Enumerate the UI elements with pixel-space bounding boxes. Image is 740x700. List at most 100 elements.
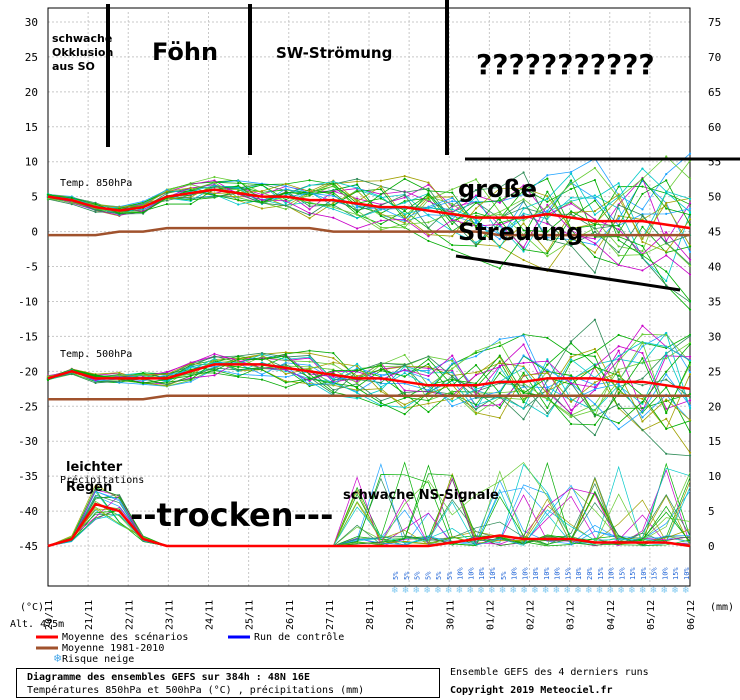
t500-member-point [641,345,644,348]
snowflake-icon: ❄ [660,586,668,596]
t850-member-point [617,182,620,185]
t850-member-point [546,190,549,193]
t500-member-point [427,378,430,381]
t850-member-point [593,178,596,182]
t500-member-point [546,360,549,363]
t850-member-point [332,194,335,198]
t500-member-point [641,384,644,387]
t850-member-point [308,201,311,204]
t850-member-point [522,193,525,196]
snowflake-icon: ❄ [563,586,571,596]
t850-member-point [617,217,620,220]
t850-member-point [94,202,97,206]
t500-member-point [546,363,549,366]
t850-member-point [546,177,549,180]
snowflake-icon: ❄ [510,586,518,596]
t850-member-point [522,184,525,187]
t500-member-point [332,378,335,381]
x-tick: 05/12 [646,600,657,630]
t500-panel-label: Temp. 500hPa [60,349,132,360]
t850-member-point [665,270,668,273]
t500-member-point [617,368,620,371]
snow-risk-percent: 10% [608,567,616,580]
t500-member-point [688,454,692,457]
y-left-tick: 5 [31,191,38,204]
t850-member-point [522,200,525,203]
annotation-streuung: Streuung [458,218,583,246]
t850-member-point [427,214,430,217]
t850-member-point [522,229,525,232]
t850-member-point [427,196,430,199]
t500-member-point [665,357,668,360]
snow-risk-percent: 5% [403,571,411,580]
t850-member-point [403,218,406,221]
t850-member-point [451,202,454,206]
t500-member-point [189,362,192,365]
snow-risk-percent: 15% [618,567,626,580]
t850-member-line [47,178,691,232]
t500-member-point [474,403,478,406]
t850-member-point [260,191,264,194]
mean-t500-line [47,363,691,391]
t500-member-point [688,406,692,409]
snow-risk-percent: 10% [554,567,562,580]
t850-member-point [332,193,335,196]
t850-member-point [308,205,311,208]
t500-member-point [451,367,454,370]
t850-member-point [403,213,406,216]
t500-member-point [617,403,620,406]
t850-member-point [498,267,501,270]
t850-member-point [641,225,644,228]
t500-member-point [474,373,478,377]
t500-member-point [474,382,478,385]
t500-member-point [593,386,596,389]
t850-member-point [308,211,311,215]
t850-member-point [70,201,73,204]
t850-member-point [403,220,406,223]
t500-member-point [546,392,549,395]
annotation-leichter: leichter [66,460,123,475]
t500-member-point [308,383,311,386]
t500-member-point [641,324,644,327]
t500-member-point [641,357,644,360]
t850-member-point [308,208,311,211]
t500-member-point [617,427,620,431]
t850-member-point [332,184,335,187]
t850-member-point [593,166,596,170]
t850-member-point [451,188,454,191]
t850-member-point [118,212,121,215]
t500-member-point [665,427,668,430]
t500-member-point [403,389,406,392]
t500-member-point [356,397,359,400]
t500-member-point [688,355,692,358]
t500-member-point [688,371,692,374]
t500-member-point [593,388,596,391]
t850-member-point [356,177,359,181]
snowflake-icon: ❄ [607,586,615,596]
t850-member-point [356,180,359,183]
t500-member-point [332,384,335,387]
snowflake-icon: ❄ [391,586,399,596]
t850-member-point [498,221,501,224]
snowflake-icon: ❄ [53,652,62,665]
t500-member-point [213,366,216,370]
t850-member-point [260,207,264,210]
t850-member-point [688,207,692,210]
legend-label-snow: Risque neige [62,654,134,665]
t500-member-point [284,372,287,376]
t500-member-point [474,350,478,353]
t850-member-point [451,222,454,225]
t850-member-point [379,226,382,229]
t850-member-point [213,185,216,189]
t500-member-point [570,382,573,385]
t500-member-point [570,409,573,412]
t850-member-point [641,208,644,211]
t850-member-point [379,195,382,198]
t500-member-point [593,413,596,416]
t850-member-point [260,201,264,204]
snowflake-icon: ❄ [423,586,431,596]
t500-member-point [665,331,668,335]
t500-member-point [379,381,382,384]
t850-member-point [474,194,478,197]
t850-member-point [546,197,549,200]
